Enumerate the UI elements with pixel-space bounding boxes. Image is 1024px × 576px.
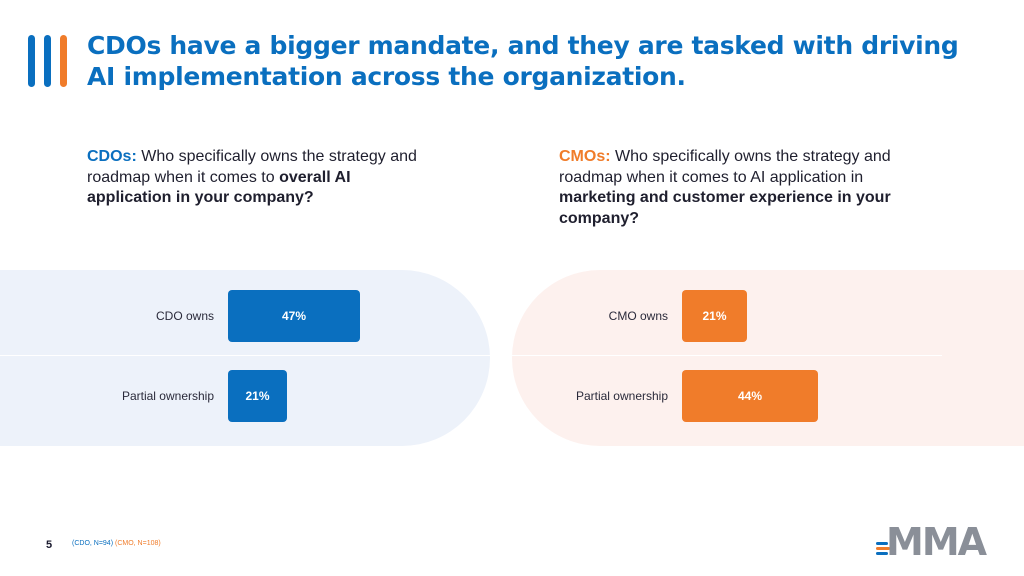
cdo-question-lead: CDOs: (87, 148, 137, 165)
logo-text: MMA (886, 520, 987, 564)
page-title: CDOs have a bigger mandate, and they are… (87, 31, 959, 91)
title-accent-bars (28, 35, 74, 87)
cdo-row-divider (0, 355, 490, 356)
cdo-bar-value-label: 47% (281, 309, 307, 323)
sample-size-note: (CDO, N=94) (CMO, N=108) (72, 540, 161, 547)
cmo-question-lead: CMOs: (559, 148, 611, 165)
cmo-question-text: Who specifically owns the strategy and r… (559, 148, 891, 186)
cdo-question-bold: overall AI application in your company? (87, 168, 351, 207)
cmo-bar-value-label: 21% (702, 309, 727, 323)
cmo-category-label: Partial ownership (575, 389, 668, 403)
cmo-category-label: CMO owns (608, 309, 668, 323)
cmo-question: CMOs: Who specifically owns the strategy… (559, 147, 929, 229)
cmo-row-divider (512, 355, 942, 356)
cdo-question: CDOs: Who specifically owns the strategy… (87, 147, 427, 209)
mma-logo: MMA (876, 520, 1000, 564)
cdo-category-label: Partial ownership (121, 389, 214, 403)
cmo-bar: 44% (682, 370, 818, 422)
cdo-category-label: CDO owns (155, 309, 214, 323)
cmo-question-bold: marketing and customer experience in you… (559, 189, 891, 227)
cmo-bar: 21% (682, 290, 747, 342)
cmo-sample-note: (CMO, N=108) (115, 540, 161, 547)
cdo-bar-value-label: 21% (245, 389, 270, 403)
cmo-bar-value-label: 44% (737, 389, 763, 403)
cdo-question-text: Who specifically owns the strategy and r… (87, 148, 417, 186)
page-number: 5 (46, 539, 53, 551)
cdo-bar: 21% (228, 370, 287, 422)
cdo-bar: 47% (228, 290, 360, 342)
cdo-sample-note: (CDO, N=94) (72, 540, 114, 547)
